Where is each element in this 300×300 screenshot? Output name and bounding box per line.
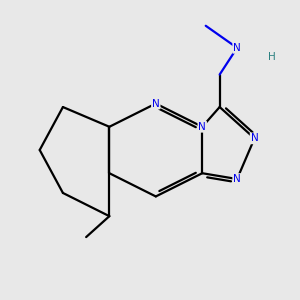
Text: N: N	[250, 134, 258, 143]
Text: H: H	[268, 52, 276, 62]
Text: N: N	[233, 174, 241, 184]
Text: N: N	[233, 43, 241, 53]
Text: N: N	[152, 99, 160, 109]
Text: N: N	[198, 122, 206, 132]
